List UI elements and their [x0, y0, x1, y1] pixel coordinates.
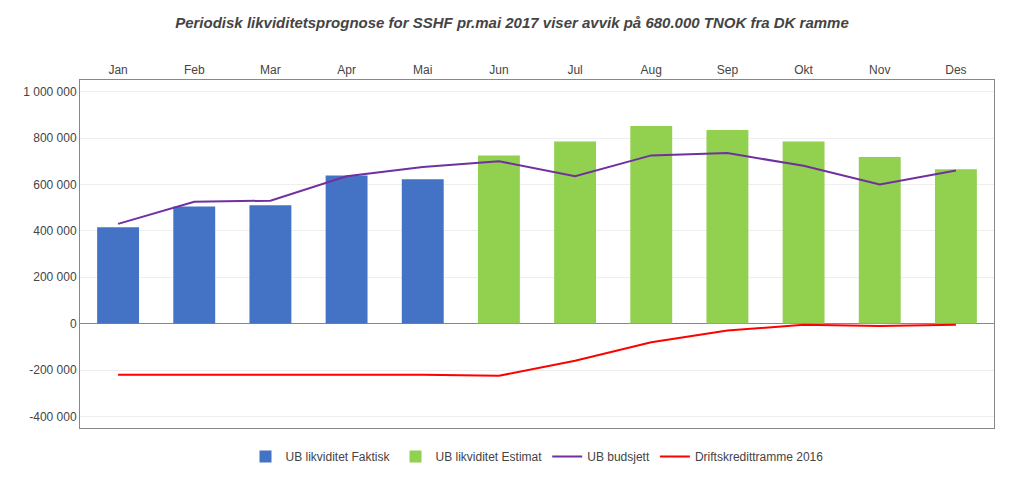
svg-text:400 000: 400 000: [33, 224, 77, 238]
svg-text:UB likviditet Faktisk: UB likviditet Faktisk: [286, 450, 391, 464]
svg-text:UB likviditet Estimat: UB likviditet Estimat: [436, 450, 543, 464]
svg-text:Driftskredittramme 2016: Driftskredittramme 2016: [695, 450, 823, 464]
svg-text:Okt: Okt: [794, 63, 813, 77]
svg-text:600 000: 600 000: [33, 178, 77, 192]
svg-text:UB budsjett: UB budsjett: [587, 450, 650, 464]
svg-text:-200 000: -200 000: [29, 363, 77, 377]
svg-text:Aug: Aug: [641, 63, 662, 77]
svg-text:Periodisk likviditetsprognose: Periodisk likviditetsprognose for SSHF p…: [175, 14, 849, 31]
svg-text:Nov: Nov: [869, 63, 890, 77]
svg-text:-400 000: -400 000: [29, 410, 77, 424]
svg-text:Jun: Jun: [489, 63, 508, 77]
svg-text:Sep: Sep: [717, 63, 739, 77]
svg-text:Jan: Jan: [108, 63, 127, 77]
svg-text:1 000 000: 1 000 000: [23, 85, 77, 99]
svg-text:Jul: Jul: [567, 63, 582, 77]
svg-text:Des: Des: [945, 63, 966, 77]
svg-text:0: 0: [70, 317, 77, 331]
svg-text:200 000: 200 000: [33, 270, 77, 284]
svg-text:800 000: 800 000: [33, 131, 77, 145]
svg-text:Feb: Feb: [184, 63, 205, 77]
svg-text:Mai: Mai: [413, 63, 432, 77]
svg-text:Apr: Apr: [337, 63, 356, 77]
svg-text:Mar: Mar: [260, 63, 281, 77]
